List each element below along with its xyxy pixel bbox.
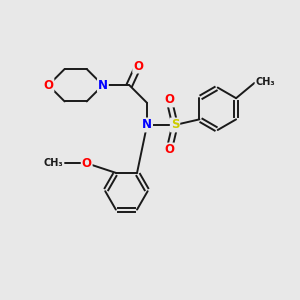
Text: O: O (82, 157, 92, 170)
Text: O: O (164, 93, 174, 106)
Text: CH₃: CH₃ (44, 158, 63, 168)
Text: N: N (98, 79, 108, 92)
Text: CH₃: CH₃ (255, 77, 275, 87)
Text: N: N (142, 118, 152, 131)
Text: O: O (44, 79, 53, 92)
Text: O: O (133, 60, 143, 73)
Text: S: S (171, 118, 179, 131)
Text: O: O (164, 143, 174, 157)
